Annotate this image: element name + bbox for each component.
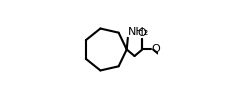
Text: O: O	[138, 28, 146, 38]
Text: O: O	[151, 44, 160, 54]
Text: NH₂: NH₂	[128, 27, 149, 37]
